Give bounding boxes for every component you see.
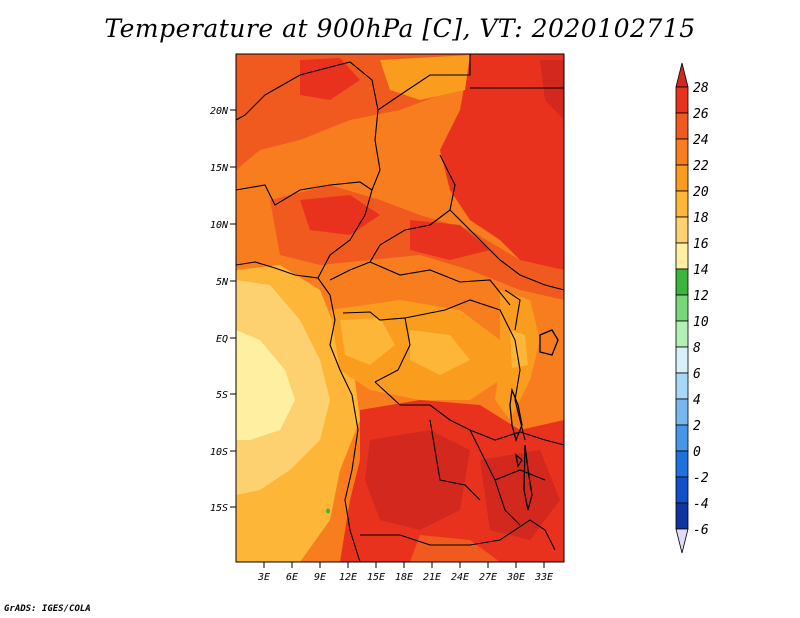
colorbar-label: 18 — [693, 211, 709, 226]
lon-tick-label: 6E — [286, 572, 298, 583]
colorbar-swatch — [675, 112, 689, 140]
colorbar-label: 14 — [693, 263, 709, 278]
colorbar-label: 28 — [693, 81, 709, 96]
lat-tick-label: 15S — [210, 503, 228, 514]
colorbar-label: 6 — [693, 367, 701, 382]
colorbar-swatch — [675, 268, 689, 296]
lon-tick-label: 24E — [451, 572, 469, 583]
colorbar-swatch — [675, 424, 689, 452]
colorbar-swatch — [675, 190, 689, 218]
lat-tick-label: 10N — [210, 220, 229, 231]
colorbar-label: 24 — [693, 133, 709, 148]
colorbar-swatch — [675, 164, 689, 192]
lakes — [509, 329, 559, 511]
temperature-field — [236, 54, 564, 562]
colorbar-label: -2 — [693, 471, 709, 486]
lon-tick-label: 12E — [339, 572, 357, 583]
map-frame — [235, 53, 565, 563]
colorbar-swatch — [675, 476, 689, 504]
lat-tick-label: 5N — [216, 277, 229, 288]
colorbar-label: 22 — [693, 159, 709, 174]
colorbar-swatch — [675, 320, 689, 348]
colorbar-swatch — [675, 294, 689, 322]
lat-tick-label: 15N — [210, 163, 229, 174]
colorbar-bottom-arrow — [675, 528, 689, 554]
lon-tick-label: 21E — [423, 572, 441, 583]
lat-tick-label: EQ — [216, 334, 228, 345]
colorbar-swatch — [675, 242, 689, 270]
lon-tick-label: 33E — [534, 572, 553, 583]
colorbar-swatch — [675, 216, 689, 244]
colorbar-label: -6 — [693, 523, 709, 538]
lon-tick-label: 3E — [257, 572, 270, 583]
colorbar-swatch — [675, 138, 689, 166]
lat-tick-label: 5S — [216, 390, 228, 401]
colorbar-label: 16 — [693, 237, 709, 252]
colorbar-label: 0 — [693, 445, 701, 460]
colorbar-swatch — [675, 86, 689, 114]
colorbar-swatch — [675, 502, 689, 530]
colorbar-swatch — [675, 372, 689, 400]
colorbar-label: 12 — [693, 289, 709, 304]
colorbar-label: 2 — [693, 419, 701, 434]
lat-tick-label: 10S — [210, 447, 228, 458]
chart-title: Temperature at 900hPa [C], VT: 202010271… — [104, 14, 696, 43]
colorbar-label: 8 — [693, 341, 701, 356]
colorbar-label: 26 — [693, 107, 709, 122]
colorbar-top-arrow — [675, 62, 689, 88]
colorbar-label: -4 — [693, 497, 709, 512]
colorbar-swatch — [675, 450, 689, 478]
colorbar-swatch — [675, 346, 689, 374]
lon-tick-label: 9E — [314, 572, 326, 583]
lat-axis: 20N 15N 10N 5N EQ 5S 10S 15S — [210, 106, 236, 514]
grads-credit: GrADS: IGES/COLA — [4, 604, 91, 614]
colorbar-label: 4 — [693, 393, 701, 408]
lon-tick-label: 15E — [367, 572, 385, 583]
lon-tick-label: 30E — [506, 572, 525, 583]
lon-tick-label: 18E — [395, 572, 413, 583]
colorbar-label: 10 — [693, 315, 709, 330]
coastline-borders — [236, 54, 564, 562]
colorbar-swatch — [675, 398, 689, 426]
lon-tick-label: 27E — [479, 572, 497, 583]
lat-tick-label: 20N — [210, 106, 229, 117]
colorbar-label: 20 — [693, 185, 709, 200]
lon-axis: 3E 6E 9E 12E 15E 18E 21E 24E 27E 30E 33E — [257, 562, 553, 583]
